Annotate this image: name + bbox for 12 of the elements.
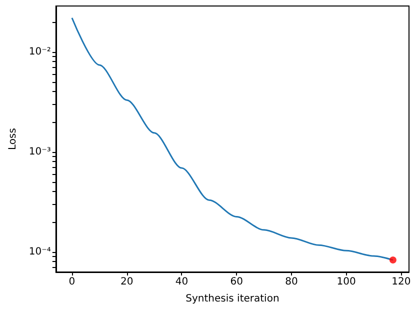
x-tick-label: 80 (285, 276, 298, 288)
y-tick-label: 10⁻³ (28, 146, 51, 158)
x-tick-label: 20 (120, 276, 134, 288)
x-tick-label: 100 (336, 276, 356, 288)
y-tick-label: 10⁻² (28, 46, 51, 58)
y-axis-title: Loss (8, 128, 18, 150)
x-tick-label: 40 (175, 276, 188, 288)
x-tick-label: 60 (230, 276, 243, 288)
y-tick-label: 10⁻⁴ (28, 246, 51, 258)
x-axis-title: Synthesis iteration (186, 294, 280, 304)
x-tick-label: 0 (68, 276, 76, 288)
x-tick-label: 120 (392, 276, 411, 288)
